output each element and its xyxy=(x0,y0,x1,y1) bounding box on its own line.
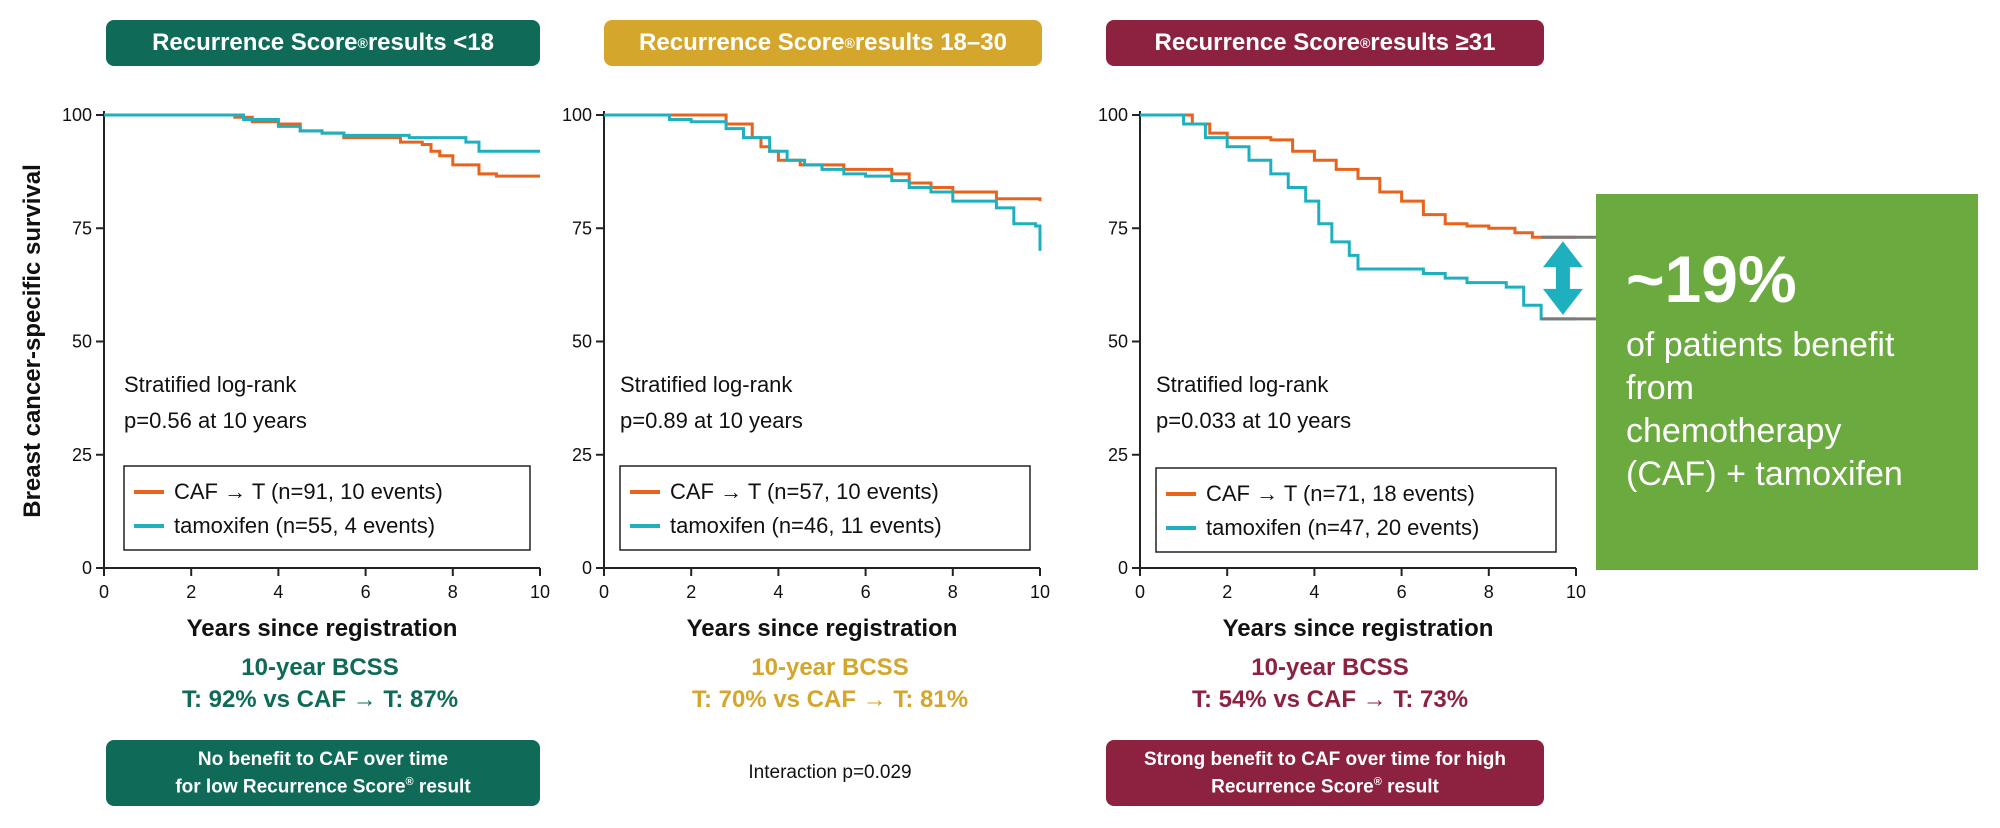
panel-1-legend xyxy=(123,465,531,551)
panel-2-caf-curve xyxy=(604,113,1042,202)
panel-3-y-tick-label: 50 xyxy=(1108,332,1128,352)
y-axis-title: Breast cancer-specific survival xyxy=(19,164,46,518)
panel-3-legend xyxy=(1155,467,1557,553)
benefit-line-2: from xyxy=(1626,369,1694,407)
panel-1-tamoxifen-curve xyxy=(104,113,540,153)
panel-3-y-tick-label: 100 xyxy=(1098,105,1128,125)
panel-3-header: Recurrence Score ® results ≥31 xyxy=(1106,20,1544,66)
panel-3-header-reg: ® xyxy=(1359,35,1371,51)
panel-3-bcss-line: T: 54% vs CAF → T: 73% xyxy=(1191,686,1469,713)
panel-3-y-tick-label: 75 xyxy=(1108,218,1128,238)
panel-2-legend-caf-label: CAF → T (n=57, 10 events) xyxy=(670,479,939,504)
panel-1-legend-caf-label: CAF → T (n=91, 10 events) xyxy=(174,479,443,504)
panel-3-x-tick-label: 2 xyxy=(1222,582,1232,602)
panel-2-x-tick-label: 6 xyxy=(861,582,871,602)
panel-1-footer: No benefit to CAF over time for low Recu… xyxy=(106,740,540,806)
panel-1-x-tick-label: 10 xyxy=(530,582,550,602)
panel-2-x-tick-label: 2 xyxy=(686,582,696,602)
panel-3-tamoxifen-curve xyxy=(1140,113,1576,321)
panel-1-header: Recurrence Score ® results <18 xyxy=(106,20,540,66)
panel-1-header-pre: Recurrence Score xyxy=(152,29,358,56)
panel-1-x-tick-label: 8 xyxy=(448,582,458,602)
panel-3-header-post: results ≥31 xyxy=(1370,29,1496,56)
panel-2-y-tick-label: 0 xyxy=(582,558,592,578)
panel-2-x-tick-label: 10 xyxy=(1030,582,1050,602)
benefit-arrow-head-up xyxy=(1542,241,1583,268)
panel-3-legend-caf-label: CAF → T (n=71, 18 events) xyxy=(1206,481,1475,506)
benefit-line-4: (CAF) + tamoxifen xyxy=(1626,455,1903,493)
panel-2-header-pre: Recurrence Score xyxy=(639,29,845,56)
panel-2-y-tick-label: 25 xyxy=(572,445,592,465)
panel-2-legend xyxy=(619,465,1031,551)
panel-2-tamoxifen-curve xyxy=(604,113,1042,251)
panel-3-bcss: 10-year BCSS T: 54% vs CAF → T: 73% xyxy=(1120,652,1540,716)
panel-2-x-tick-label: 4 xyxy=(773,582,783,602)
panel-1-header-post: results <18 xyxy=(367,29,494,56)
panel-3-y-tick-label: 0 xyxy=(1118,558,1128,578)
panel-2-bcss-line: T: 70% vs CAF → T: 81% xyxy=(691,686,969,713)
panel-3-caf-curve xyxy=(1140,113,1576,239)
panel-3-x-axis-title: Years since registration xyxy=(1223,615,1494,642)
panel-2-x-tick-label: 0 xyxy=(599,582,609,602)
panel-3-footer-reg: ® xyxy=(1373,775,1382,788)
panel-3-legend-tam-label: tamoxifen (n=47, 20 events) xyxy=(1206,515,1479,540)
panel-2-header: Recurrence Score ® results 18–30 xyxy=(604,20,1042,66)
panel-1-bcss-title: 10-year BCSS xyxy=(241,654,399,681)
panel-2-y-tick-label: 50 xyxy=(572,332,592,352)
benefit-line-3: chemotherapy xyxy=(1626,412,1842,450)
panel-1-footer-line2-post: result xyxy=(413,776,471,798)
benefit-percentage: ~19% xyxy=(1626,242,1797,316)
panel-1-footer-line1: No benefit to CAF over time xyxy=(197,748,449,770)
panel-3-stat-line-1: Stratified log-rank xyxy=(1156,372,1329,397)
benefit-arrow-head-down xyxy=(1542,288,1583,315)
panel-3-x-tick-label: 6 xyxy=(1397,582,1407,602)
panel-3-bcss-title: 10-year BCSS xyxy=(1251,654,1409,681)
panel-2-stat-line-1: Stratified log-rank xyxy=(620,372,793,397)
panel-3-stat-line-2: p=0.033 at 10 years xyxy=(1156,408,1351,433)
benefit-line-1: of patients benefit xyxy=(1626,326,1895,364)
panel-3-footer: Strong benefit to CAF over time for high… xyxy=(1106,740,1544,806)
panel-1-footer-line2-pre: for low Recurrence Score xyxy=(175,776,406,798)
benefit-callout: ~19% of patients benefit from chemothera… xyxy=(1596,194,1978,570)
panel-2-x-axis-title: Years since registration xyxy=(687,615,958,642)
panel-1-y-tick-label: 50 xyxy=(72,332,92,352)
panel-3-x-tick-label: 0 xyxy=(1135,582,1145,602)
panel-1-header-reg: ® xyxy=(357,35,368,51)
panel-1-x-tick-label: 0 xyxy=(99,582,109,602)
panel-3-footer-line1: Strong benefit to CAF over time for high xyxy=(1143,748,1507,770)
panel-1-x-tick-label: 6 xyxy=(361,582,371,602)
panel-2-header-post: results 18–30 xyxy=(854,29,1007,56)
panel-1-bcss-line: T: 92% vs CAF → T: 87% xyxy=(181,686,459,713)
panel-3-y-tick-label: 25 xyxy=(1108,445,1128,465)
panel-1-bcss: 10-year BCSS T: 92% vs CAF → T: 87% xyxy=(120,652,520,716)
panel-3-footer-line2-pre: Recurrence Score xyxy=(1211,776,1374,798)
panel-1-y-tick-label: 75 xyxy=(72,218,92,238)
panel-2-header-reg: ® xyxy=(844,35,855,51)
panel-2-y-tick-label: 75 xyxy=(572,218,592,238)
panel-1-stat-line-2: p=0.56 at 10 years xyxy=(124,408,307,433)
panel-2-y-tick-label: 100 xyxy=(562,105,592,125)
panel-3-header-pre: Recurrence Score xyxy=(1154,29,1360,56)
panel-2-legend-tam-label: tamoxifen (n=46, 11 events) xyxy=(670,513,942,538)
panel-3-x-tick-label: 8 xyxy=(1484,582,1494,602)
panel-2-stat-line-2: p=0.89 at 10 years xyxy=(620,408,803,433)
panel-1-stat-line-1: Stratified log-rank xyxy=(124,372,297,397)
panel-2-x-tick-label: 8 xyxy=(948,582,958,602)
panel-1-legend-tam-label: tamoxifen (n=55, 4 events) xyxy=(174,513,435,538)
panel-1-y-tick-label: 0 xyxy=(82,558,92,578)
panel-1-x-tick-label: 2 xyxy=(186,582,196,602)
panel-1-footer-reg: ® xyxy=(405,775,414,788)
panel-1-x-tick-label: 4 xyxy=(273,582,283,602)
panel-3-x-tick-label: 10 xyxy=(1566,582,1586,602)
panel-1-caf-curve xyxy=(104,113,540,178)
panel-3-footer-line2-post: result xyxy=(1381,776,1439,798)
interaction-p-value: Interaction p=0.029 xyxy=(748,762,912,783)
panel-1-y-tick-label: 25 xyxy=(72,445,92,465)
panel-3-x-tick-label: 4 xyxy=(1309,582,1319,602)
panel-1-y-tick-label: 100 xyxy=(62,105,92,125)
panel-2-bcss-title: 10-year BCSS xyxy=(751,654,909,681)
panel-1-x-axis-title: Years since registration xyxy=(187,615,458,642)
panel-2-bcss: 10-year BCSS T: 70% vs CAF → T: 81% xyxy=(620,652,1040,716)
